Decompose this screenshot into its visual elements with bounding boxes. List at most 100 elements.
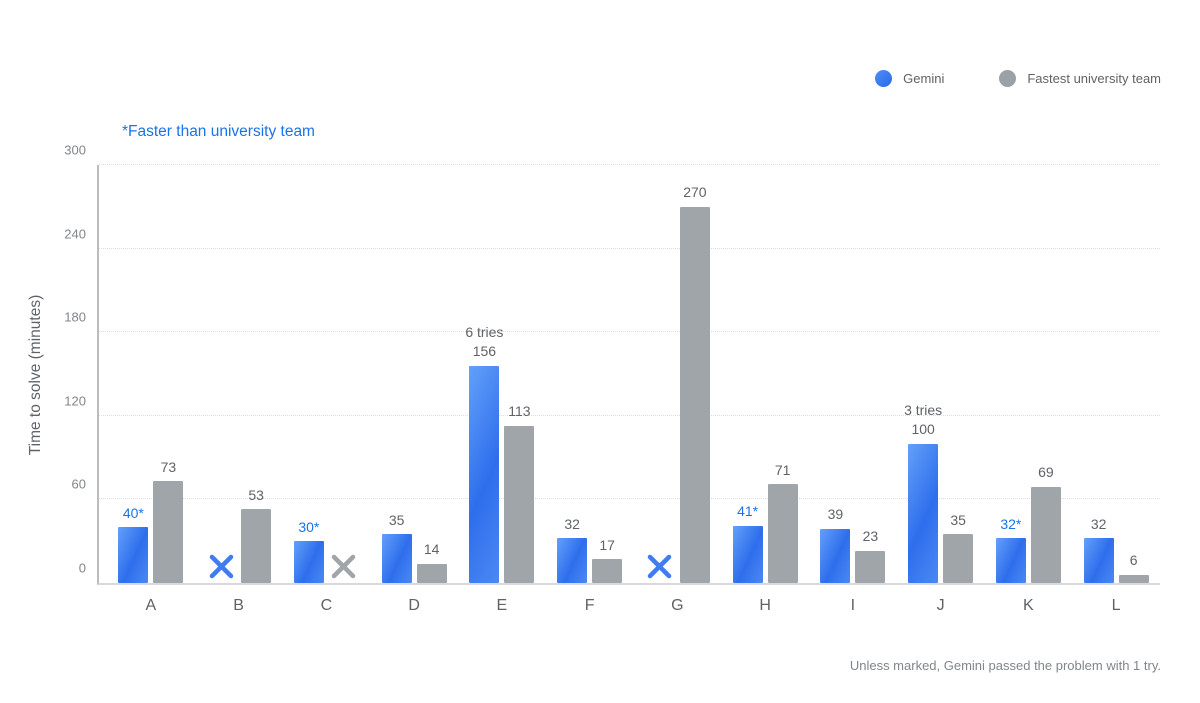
gemini-bar-K xyxy=(995,538,1026,583)
y-tick-120: 120 xyxy=(64,393,86,409)
team-fail-x-icon-C xyxy=(332,554,356,579)
gridline-240 xyxy=(99,247,1160,249)
gemini-bar-L xyxy=(1083,538,1114,583)
legend-label-gemini: Gemini xyxy=(903,71,945,86)
plot-area: 0 60 120 180 240 300 40* 73 53 30* 35 14 6 tries 156… xyxy=(64,143,1160,614)
bar-group-H: 41* 71 xyxy=(721,165,809,583)
legend-item-team: Fastest university team xyxy=(999,70,1161,87)
y-tick-300: 300 xyxy=(64,142,86,158)
gemini-tries-annotation-E: 6 tries xyxy=(465,323,504,340)
team-bar-value-label-F: 17 xyxy=(599,536,615,553)
team-slot-K: 69 xyxy=(1030,165,1061,583)
team-slot-A: 73 xyxy=(153,165,184,583)
bar-groups: 40* 73 53 30* 35 14 6 tries 156 113 32 17 270 41* 71 3… xyxy=(107,165,1160,583)
legend-label-team: Fastest university team xyxy=(1027,71,1161,86)
team-slot-E: 113 xyxy=(504,165,535,583)
bar-group-G: 270 xyxy=(634,165,722,583)
x-category-label-G: G xyxy=(671,597,684,614)
x-axis-labels: A B C D E F G H I J K L xyxy=(107,597,1160,615)
gemini-bar-value-label-C: 30* xyxy=(298,518,320,535)
asterisk-note: *Faster than university team xyxy=(122,123,315,140)
gridline-180 xyxy=(99,331,1160,333)
team-bar-G xyxy=(679,206,710,583)
team-bar-value-label-I: 23 xyxy=(862,528,879,545)
y-tick-60: 60 xyxy=(71,476,86,492)
team-slot-B: 53 xyxy=(241,165,272,583)
team-bar-value-label-L: 6 xyxy=(1129,552,1138,569)
x-category-label-H: H xyxy=(759,597,771,614)
x-category-label-C: C xyxy=(320,597,333,614)
team-bar-E xyxy=(504,425,535,583)
y-tick-240: 240 xyxy=(64,226,86,242)
team-slot-C xyxy=(329,165,359,583)
gemini-bar-value-label-J: 100 xyxy=(911,421,935,438)
gridline-60 xyxy=(99,498,1160,500)
team-bar-H xyxy=(767,484,798,583)
team-slot-L: 6 xyxy=(1118,165,1149,583)
gemini-bar-value-label-A: 40* xyxy=(122,504,144,521)
team-bar-B xyxy=(241,509,272,583)
y-tick-0: 0 xyxy=(78,560,86,576)
team-bar-value-label-H: 71 xyxy=(774,461,791,478)
bar-group-I: 39 23 xyxy=(809,165,897,583)
bar-group-K: 32* 69 xyxy=(985,165,1073,583)
gemini-slot-F: 32 xyxy=(557,165,588,583)
gemini-bar-value-label-L: 32 xyxy=(1090,515,1107,532)
x-category-label-K: K xyxy=(1023,597,1034,614)
x-category-label-F: F xyxy=(584,597,595,614)
team-bar-A xyxy=(153,481,184,583)
x-category-label-D: D xyxy=(408,597,420,614)
team-dot-icon xyxy=(999,70,1017,87)
team-bar-D xyxy=(416,563,447,583)
team-slot-H: 71 xyxy=(767,165,798,583)
gemini-slot-J: 3 tries 100 xyxy=(904,165,942,583)
gemini-bar-value-label-F: 32 xyxy=(564,515,580,532)
x-category-label-B: B xyxy=(233,597,244,614)
gemini-slot-L: 32 xyxy=(1083,165,1114,583)
gemini-bar-C xyxy=(293,541,324,583)
bar-group-E: 6 tries 156 113 xyxy=(458,165,546,583)
team-slot-F: 17 xyxy=(592,165,623,583)
gemini-tries-annotation-J: 3 tries xyxy=(904,401,943,418)
y-tick-180: 180 xyxy=(64,309,86,325)
bar-group-J: 3 tries 100 35 xyxy=(897,165,985,583)
legend-item-gemini: Gemini xyxy=(875,70,944,87)
gemini-slot-C: 30* xyxy=(293,165,324,583)
gemini-fail-x-icon-B xyxy=(209,554,233,579)
gemini-slot-I: 39 xyxy=(820,165,851,583)
gemini-slot-D: 35 xyxy=(381,165,412,583)
gemini-slot-A: 40* xyxy=(118,165,149,583)
team-bar-F xyxy=(592,559,623,583)
gemini-bar-E xyxy=(469,365,500,583)
gemini-bar-value-label-E: 156 xyxy=(472,343,497,360)
gemini-bar-H xyxy=(732,525,763,583)
bar-group-C: 30* xyxy=(283,165,371,583)
team-bar-J xyxy=(943,534,974,583)
gemini-slot-G xyxy=(645,165,675,583)
gemini-dot-icon xyxy=(875,70,893,87)
team-slot-D: 14 xyxy=(416,165,447,583)
bar-group-F: 32 17 xyxy=(546,165,634,583)
x-category-label-L: L xyxy=(1111,597,1121,614)
gemini-slot-K: 32* xyxy=(995,165,1026,583)
gemini-slot-B xyxy=(206,165,236,583)
gemini-fail-x-icon-G xyxy=(648,554,672,579)
gemini-bar-I xyxy=(820,528,851,583)
bar-group-L: 32 6 xyxy=(1072,165,1160,583)
gemini-bar-A xyxy=(118,527,149,583)
x-category-label-E: E xyxy=(496,597,508,614)
team-bar-value-label-G: 270 xyxy=(683,184,707,201)
team-slot-I: 23 xyxy=(855,165,886,583)
gemini-bar-value-label-K: 32* xyxy=(1000,515,1022,532)
legend: Gemini Fastest university team xyxy=(875,70,1161,87)
team-slot-J: 35 xyxy=(943,165,974,583)
gemini-bar-value-label-D: 35 xyxy=(388,511,405,528)
team-bar-value-label-B: 53 xyxy=(248,486,264,503)
team-bar-I xyxy=(855,550,886,583)
team-bar-value-label-K: 69 xyxy=(1038,464,1054,481)
bar-group-B: 53 xyxy=(195,165,283,583)
team-bar-value-label-J: 35 xyxy=(950,511,966,528)
x-category-label-I: I xyxy=(850,597,856,614)
gemini-bar-value-label-H: 41* xyxy=(737,503,759,520)
